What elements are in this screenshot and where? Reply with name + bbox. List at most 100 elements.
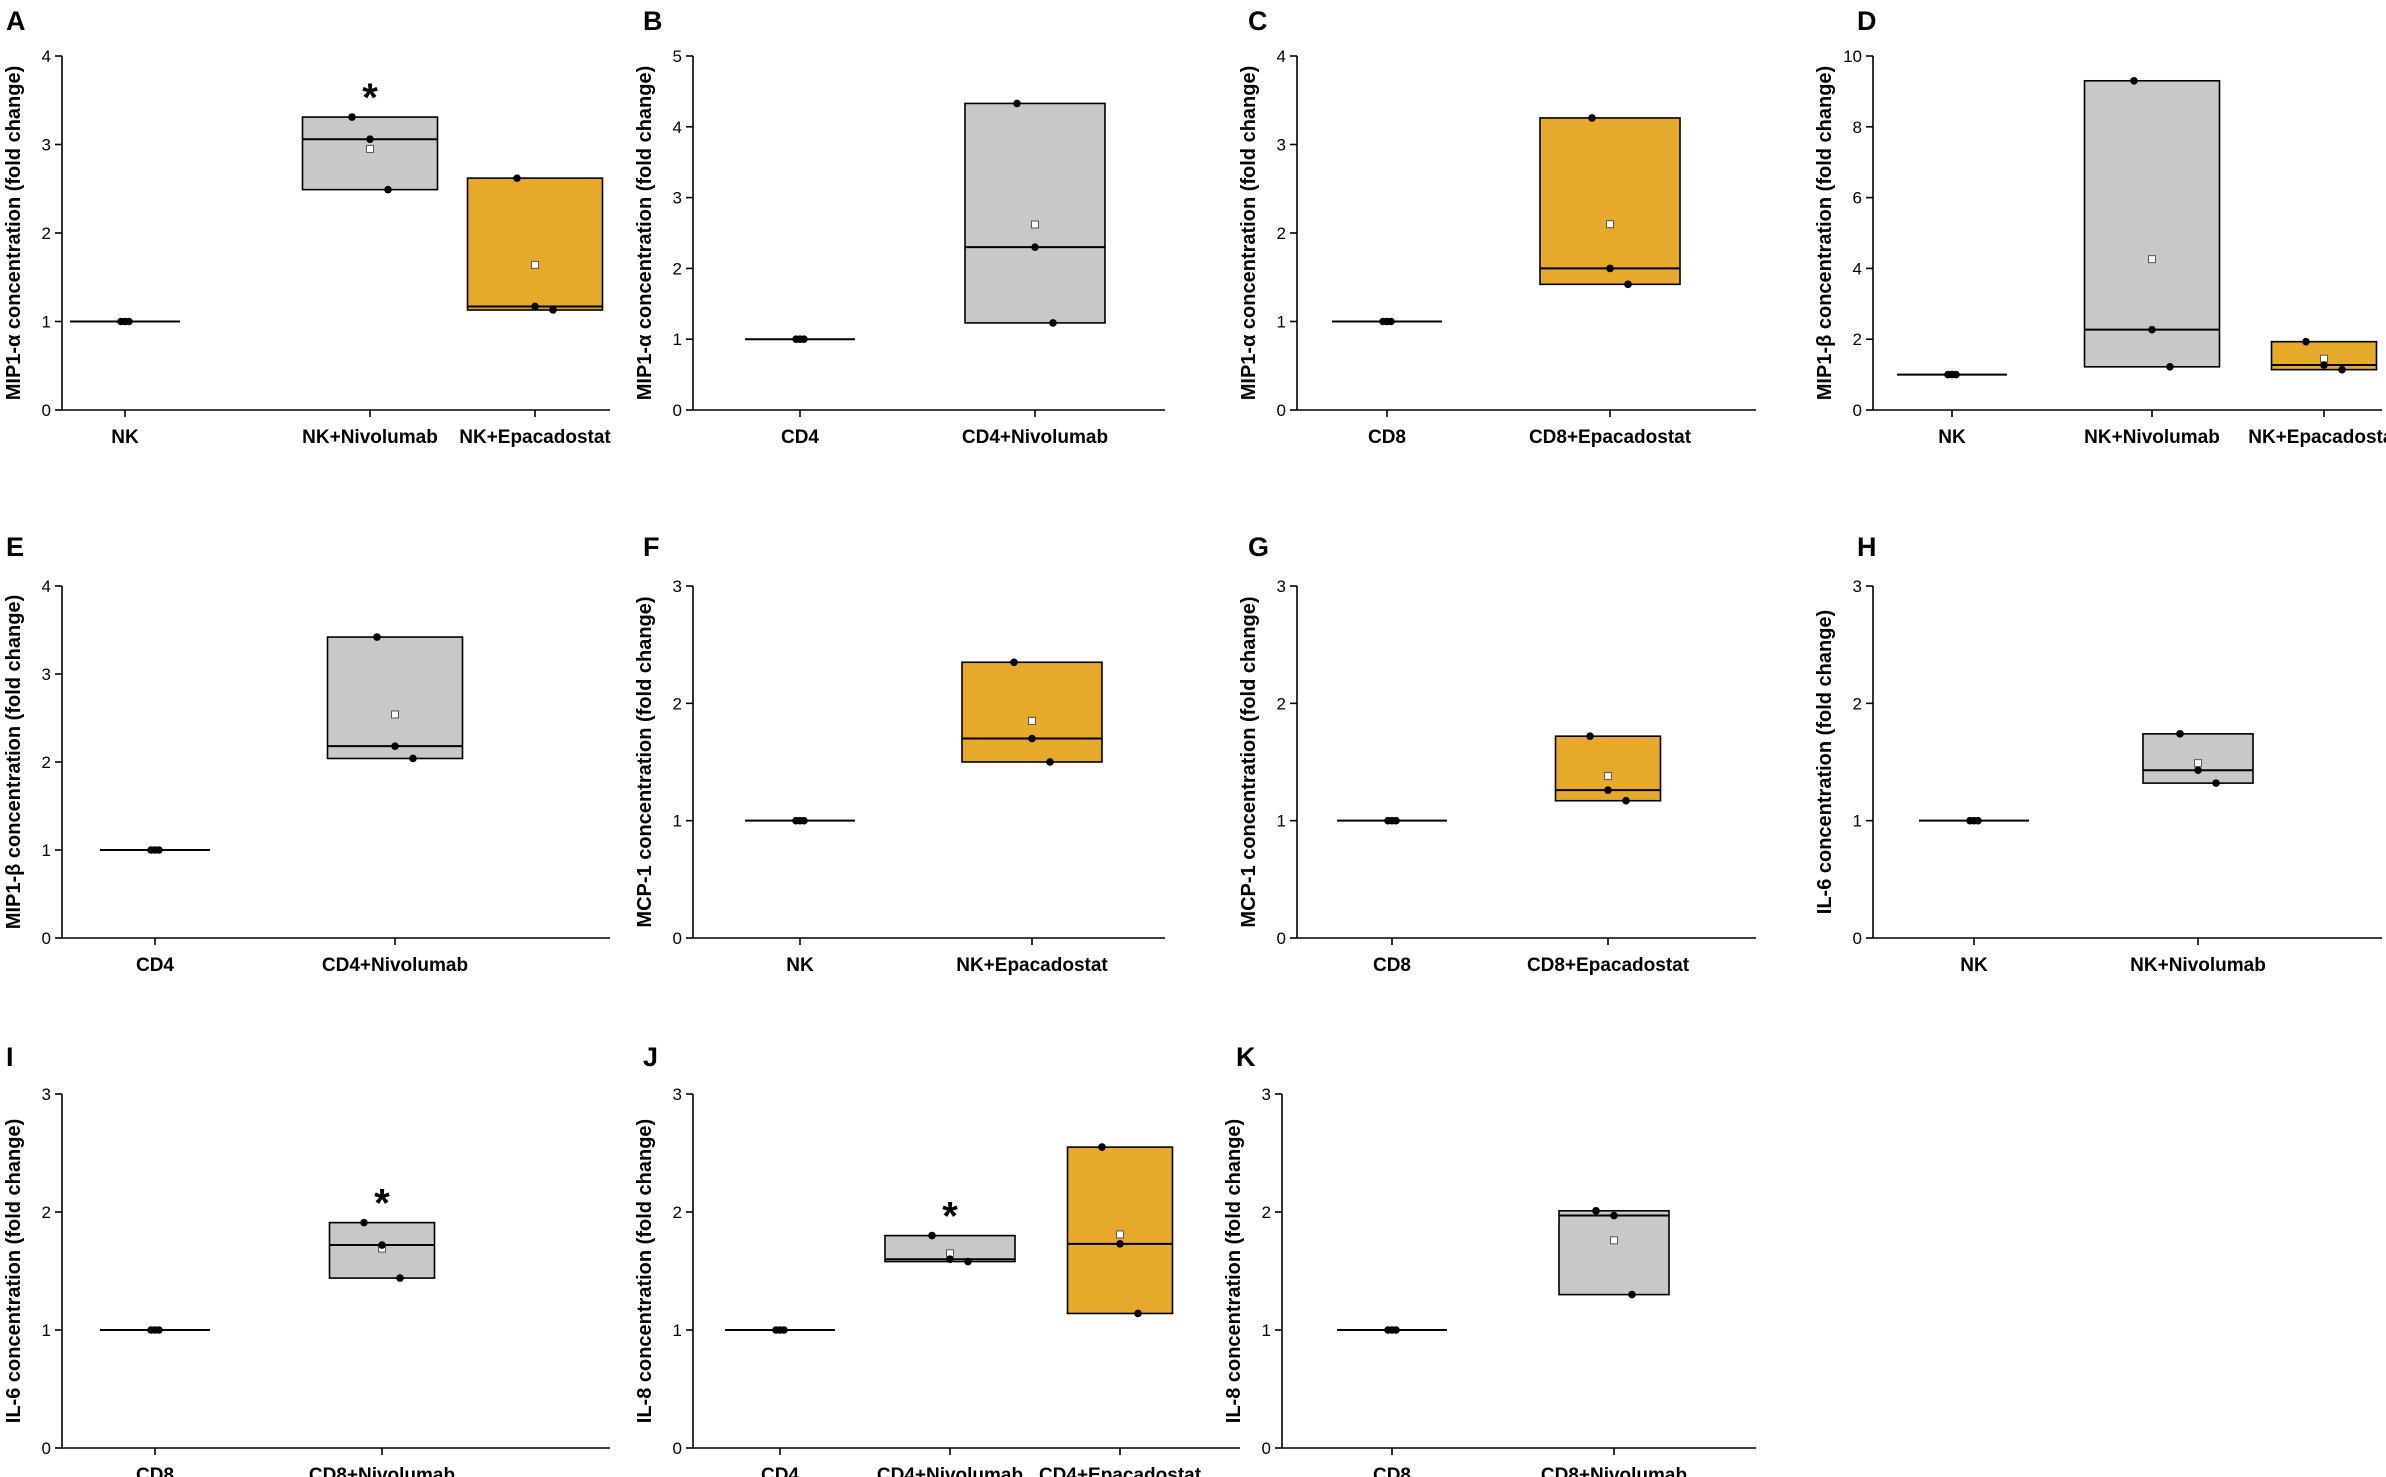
mean-marker [1031,220,1039,229]
panel-letter: I [6,1042,14,1072]
mean-marker [391,710,399,719]
y-axis-title: MIP1-β concentration (fold change) [3,595,25,929]
y-tick-label: 3 [42,136,51,155]
data-point [384,185,392,194]
mean-marker [2320,354,2328,363]
data-point [360,1218,368,1227]
y-axis-title: MCP-1 concentration (fold change) [1238,596,1260,927]
category-label: NK [111,427,139,448]
data-point [1622,796,1630,805]
box [326,636,464,760]
data-point [964,1257,972,1266]
category-label: CD8 [1373,1465,1411,1477]
y-tick-label: 0 [42,401,51,420]
category-label: NK+Epacadostat [2248,427,2386,448]
y-tick-label: 6 [1853,189,1862,208]
box [301,116,439,191]
data-point [1028,734,1036,743]
mean-marker [1116,1230,1124,1239]
category-label: CD8 [1368,427,1406,448]
y-tick-label: 3 [42,665,51,684]
category-label: CD8 [136,1465,174,1477]
category-label: NK+Nivolumab [302,427,438,448]
y-tick-label: 2 [673,1203,682,1222]
panel-i: I 0 1 2 3 IL-6 concentration (fold change) CD8… [3,1042,610,1477]
data-point [348,113,356,121]
data-point [1586,732,1594,740]
y-tick-label: 4 [1853,259,1862,278]
mean-marker [1606,220,1614,229]
panel-letter: H [1857,532,1877,562]
data-point [1098,1143,1106,1151]
panel-c: C 0 1 2 3 4 MIP1-α concentration (fold change)… [1238,6,1756,448]
panel-h: H 0 1 2 3 IL-6 concentration (fold change) NK N… [1814,532,2382,976]
data-point [2176,730,2184,738]
y-tick-label: 2 [42,753,51,772]
panel-letter: G [1248,532,1269,562]
y-tick-label: 4 [673,118,682,137]
y-tick-label: 3 [673,577,682,596]
y-tick-label: 4 [42,577,51,596]
y-tick-label: 1 [1853,812,1862,831]
mean-marker [1610,1236,1618,1245]
y-tick-label: 0 [42,1439,51,1458]
category-label: CD4+Epacadostat [1039,1465,1202,1477]
y-tick-label: 0 [673,1439,682,1458]
data-point [946,1255,954,1263]
y-tick-label: 2 [1853,330,1862,349]
category-label: NK [1938,427,1966,448]
category-label: CD8+Epacadostat [1529,427,1692,448]
category-label: NK [1960,955,1988,976]
category-label: CD8+Nivolumab [309,1465,455,1477]
category-label: NK+Nivolumab [2130,955,2266,976]
category-label: CD4+Nivolumab [877,1465,1023,1477]
panel-j: J 0 1 2 3 IL-8 concentration (fold change) CD4… [634,1042,1240,1477]
category-label: CD4 [781,427,819,448]
y-tick-label: 1 [673,1321,682,1340]
category-label: CD8+Epacadostat [1527,955,1690,976]
category-label: NK+Nivolumab [2084,427,2220,448]
y-axis-title: IL-8 concentration (fold change) [634,1119,656,1423]
y-axis-title: MIP1-α concentration (fold change) [634,66,656,401]
panel-b: B 0 1 2 3 4 5 MIP1-α concentration (fold change… [634,6,1165,448]
box [466,177,604,311]
box [2083,79,2221,368]
mean-marker [2194,759,2202,768]
panel-letter: J [643,1042,658,1072]
y-tick-label: 3 [42,1085,51,1104]
category-label: NK [786,955,814,976]
data-point [800,335,808,344]
panel-e: E 0 1 2 3 4 MIP1-β concentration (fold change)… [3,532,610,976]
mean-marker [1604,772,1612,781]
y-tick-label: 4 [1277,47,1286,66]
data-point [549,306,557,314]
panel-k: K 0 1 2 3 IL-8 concentration (fold change) CD8… [1223,1042,1756,1477]
y-axis-title: MCP-1 concentration (fold change) [634,596,656,927]
data-point [2194,766,2202,775]
y-tick-label: 0 [1277,929,1286,948]
y-tick-label: 0 [1853,401,1862,420]
box [1539,117,1681,286]
y-tick-label: 2 [1277,694,1286,713]
category-label: NK+Epacadostat [956,955,1108,976]
y-tick-label: 10 [1843,47,1862,66]
data-point [1604,786,1612,794]
y-tick-label: 0 [42,929,51,948]
box [961,661,1103,763]
y-tick-label: 8 [1853,118,1862,137]
box [964,102,1106,324]
data-point [2212,779,2220,787]
y-axis-title: IL-6 concentration (fold change) [1814,610,1836,914]
data-point [378,1241,386,1249]
category-label: CD8+Nivolumab [1541,1465,1687,1477]
data-point [2130,76,2138,85]
data-point [800,816,808,825]
y-tick-label: 3 [1277,577,1286,596]
panel-letter: C [1248,6,1268,36]
y-tick-label: 1 [42,313,51,332]
y-tick-label: 1 [1277,313,1286,332]
data-point [1392,816,1400,825]
y-tick-label: 0 [1853,929,1862,948]
data-point [780,1326,788,1334]
